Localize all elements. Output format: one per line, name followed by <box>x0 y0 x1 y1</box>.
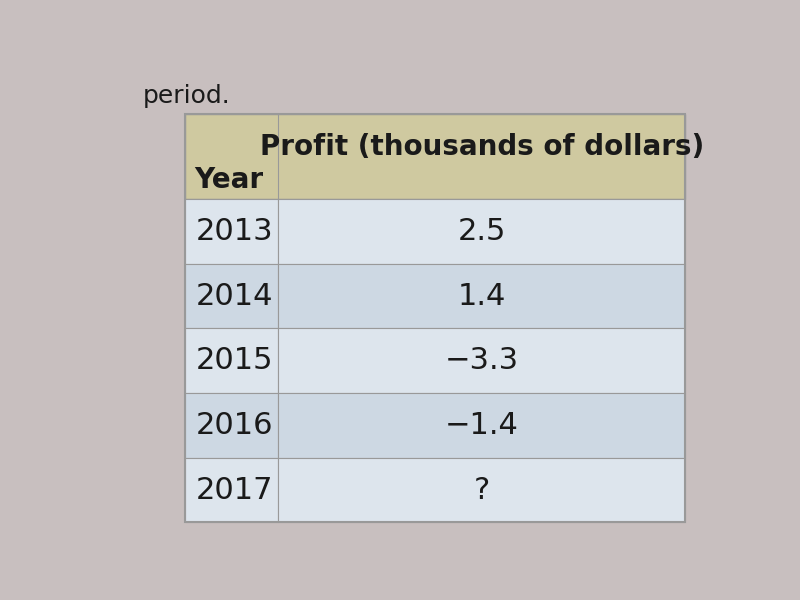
Text: 2017: 2017 <box>196 476 274 505</box>
Bar <box>278 393 685 458</box>
Bar <box>186 115 685 199</box>
Text: 2015: 2015 <box>196 346 274 375</box>
Text: −1.4: −1.4 <box>445 411 518 440</box>
Bar <box>186 264 278 328</box>
Text: period.: period. <box>142 83 230 107</box>
Bar <box>186 393 278 458</box>
Text: 2014: 2014 <box>196 281 274 311</box>
Text: 2016: 2016 <box>196 411 274 440</box>
Bar <box>278 264 685 328</box>
Text: Year: Year <box>194 166 264 194</box>
Bar <box>278 199 685 264</box>
Text: ?: ? <box>474 476 490 505</box>
Bar <box>186 458 278 523</box>
Text: 1.4: 1.4 <box>458 281 506 311</box>
Bar <box>186 115 685 523</box>
Bar <box>278 328 685 393</box>
Text: 2013: 2013 <box>196 217 274 246</box>
Text: 2.5: 2.5 <box>458 217 506 246</box>
Text: Profit (thousands of dollars): Profit (thousands of dollars) <box>259 133 704 161</box>
Bar <box>186 199 278 264</box>
Bar <box>278 458 685 523</box>
Bar <box>186 328 278 393</box>
Text: −3.3: −3.3 <box>445 346 518 375</box>
